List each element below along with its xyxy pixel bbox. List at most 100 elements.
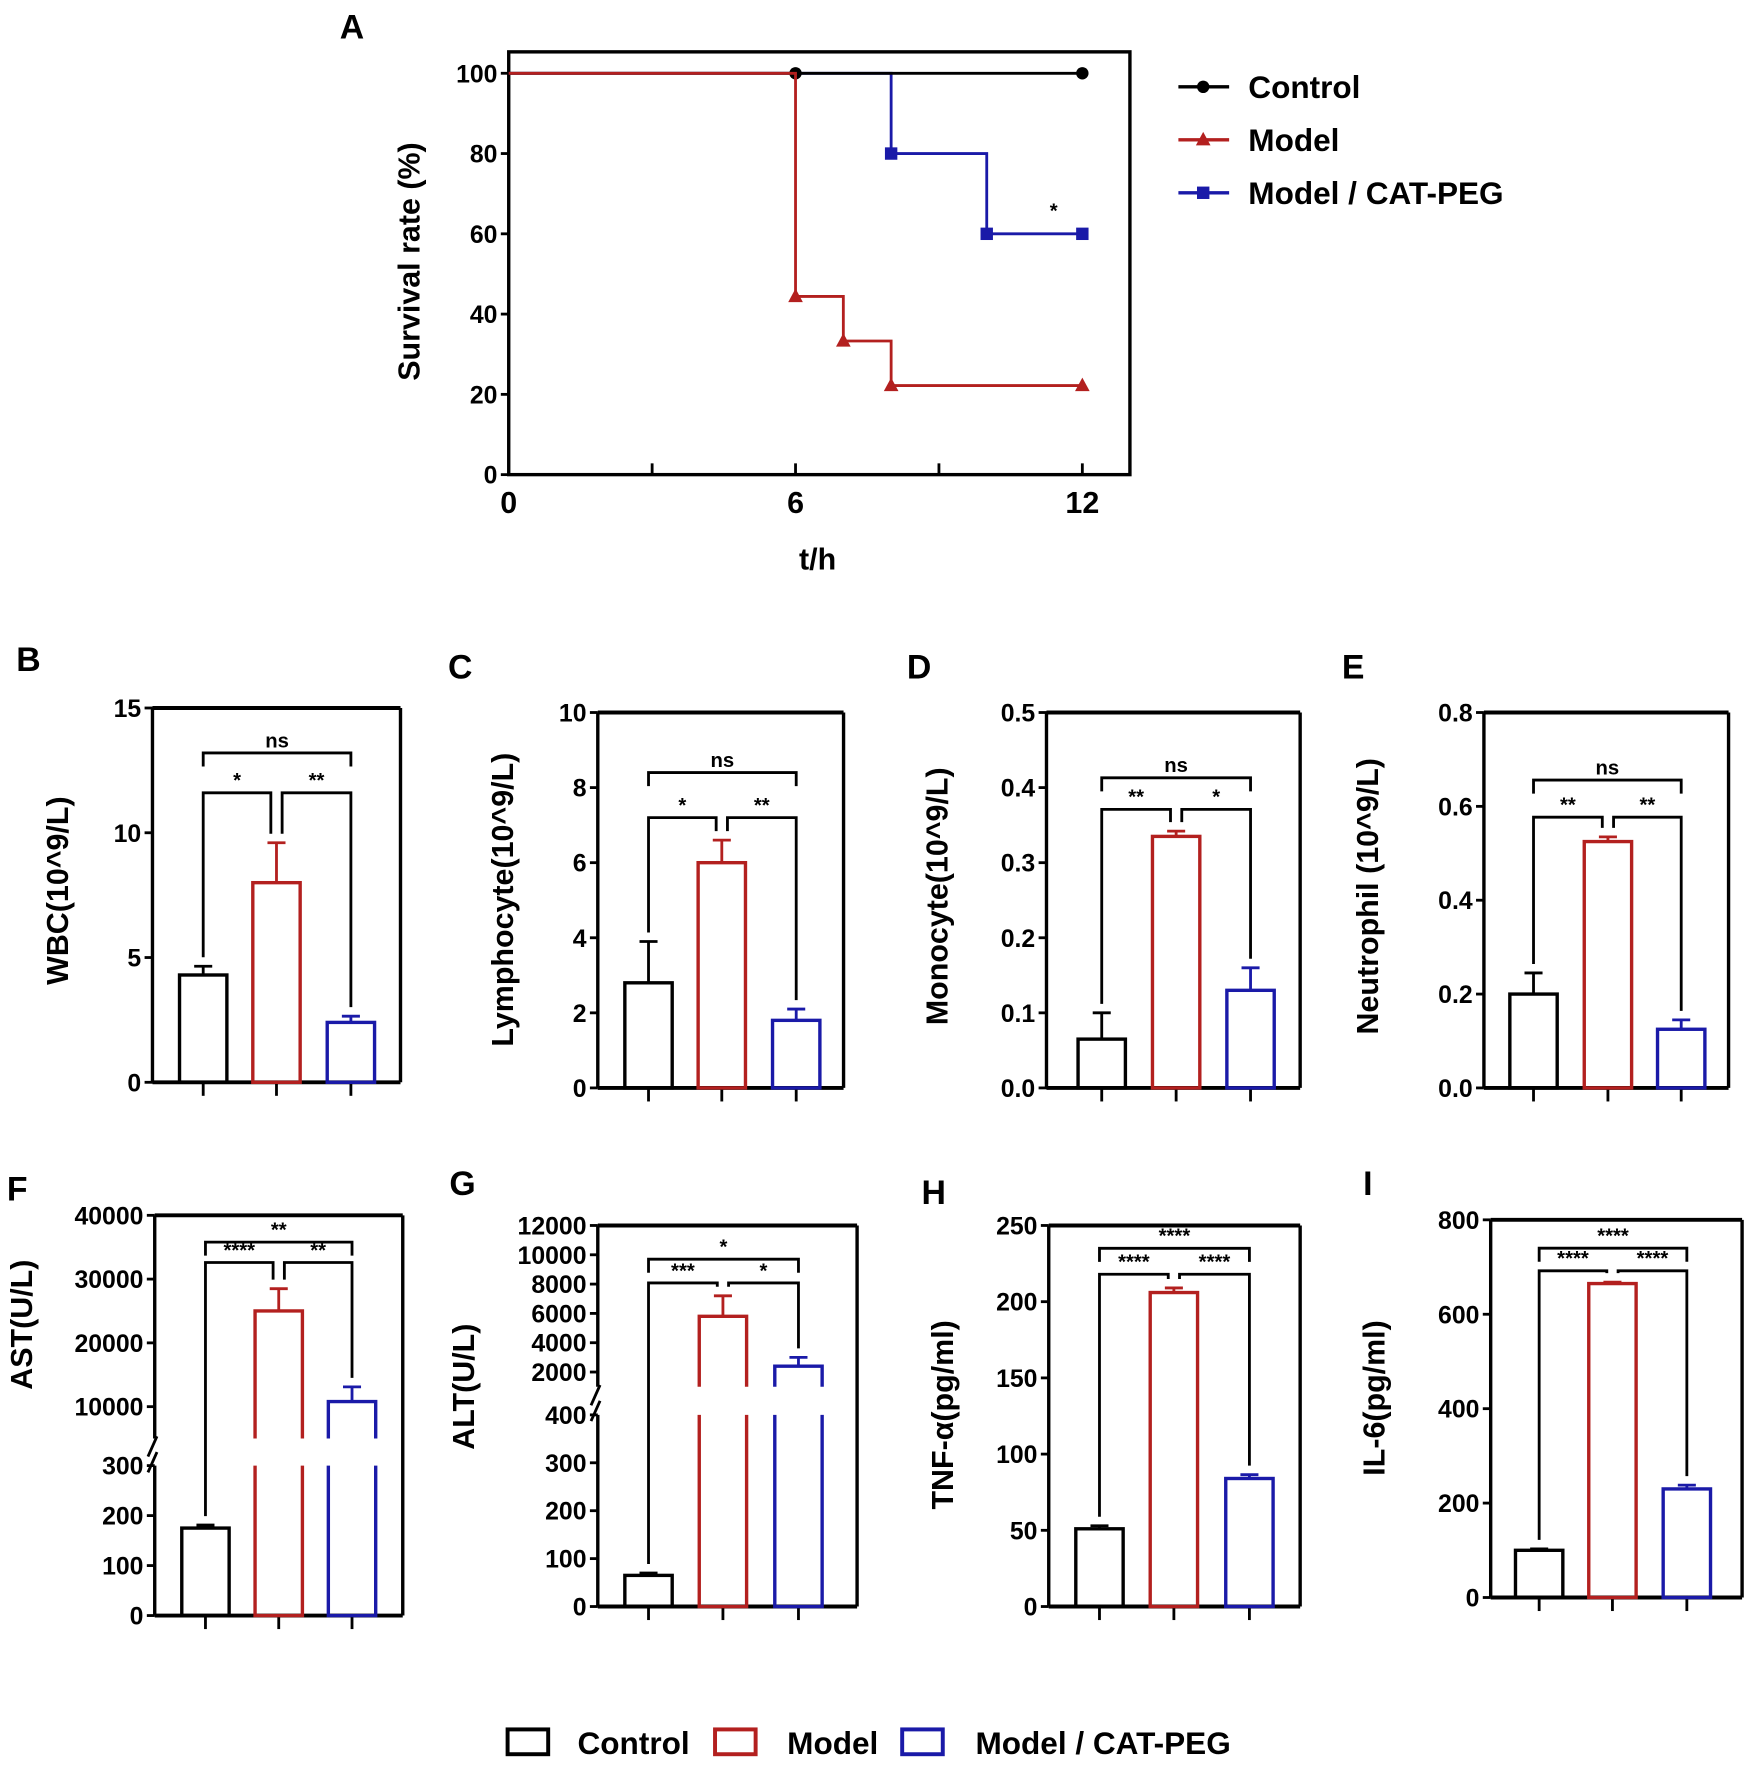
significance-bracket: [204, 1240, 354, 1256]
y-tick-label: 40000: [74, 1203, 143, 1230]
bar: [180, 1526, 231, 1618]
y-tick-label: 150: [996, 1366, 1037, 1393]
y-tick-label: 0: [573, 1076, 587, 1103]
y-tick-label: 15: [114, 696, 142, 723]
error-bar: [1524, 971, 1543, 995]
significance-label: ****: [1199, 1252, 1231, 1274]
data-point: [1076, 67, 1089, 80]
legend-entry: Model: [713, 1725, 878, 1761]
bar: [177, 973, 229, 1084]
significance-label: **: [1639, 795, 1655, 817]
bar: [1655, 1027, 1707, 1090]
error-bar: [196, 1523, 215, 1529]
bar: [1150, 834, 1202, 1090]
y-tick-label: 0.0: [1001, 1076, 1035, 1103]
y-tick-label: 0.0: [1438, 1076, 1472, 1103]
y-tick-label: 100: [102, 1554, 143, 1581]
significance-bracket: [726, 816, 798, 1001]
y-tick-label: 0: [1466, 1586, 1480, 1613]
legend-label: Model / CAT-PEG: [975, 1725, 1230, 1761]
y-axis-title: IL-6(pg/ml): [1358, 1320, 1392, 1475]
panel-letter: D: [907, 649, 931, 687]
data-point: [980, 227, 993, 241]
bar: [1074, 1527, 1125, 1609]
y-tick-label: 100: [456, 61, 497, 88]
y-tick-label: 30000: [74, 1267, 143, 1294]
legend-marker: [1196, 80, 1210, 94]
bar: [325, 1020, 377, 1084]
error-bar: [1167, 829, 1186, 837]
x-tick-label: 6: [787, 486, 804, 520]
legend-label: Model / CAT-PEG: [1248, 175, 1503, 211]
y-tick-label: 6: [573, 851, 587, 878]
panel-letter-A: A: [340, 8, 364, 46]
significance-bracket: [647, 816, 718, 933]
y-tick-label: 12000: [518, 1213, 587, 1240]
y-tick-label: 10: [559, 701, 587, 728]
bar-upper: [697, 1314, 749, 1387]
significance-bracket: [201, 751, 353, 767]
significance-label: ns: [1164, 755, 1188, 777]
y-tick-label: 0: [127, 1070, 141, 1097]
significance-bracket: [647, 1257, 800, 1273]
y-tick-label: 600: [1438, 1302, 1479, 1329]
significance-label: ns: [1596, 757, 1620, 779]
panel-letter: G: [449, 1165, 475, 1203]
legend-swatch: [505, 1727, 551, 1757]
panel-letter: C: [448, 649, 472, 687]
significance-bracket: [1180, 807, 1252, 959]
error-bar: [639, 940, 658, 983]
legend-marker: [1196, 186, 1210, 199]
y-tick-label: 100: [996, 1442, 1037, 1469]
bar-lower: [773, 1414, 824, 1609]
significance-label: ****: [1159, 1226, 1191, 1248]
bar-upper: [326, 1399, 378, 1439]
significance-bracket: [204, 1261, 275, 1517]
y-tick-label: 2: [573, 1001, 587, 1028]
legend-label: Model: [1248, 122, 1339, 158]
significance-label: **: [754, 795, 770, 817]
legend-label: Control: [1248, 69, 1360, 105]
error-bar: [1598, 835, 1617, 842]
y-tick-label: 8000: [531, 1272, 586, 1299]
y-tick-label: 0.5: [1001, 701, 1036, 728]
data-point: [1076, 227, 1089, 241]
y-tick-label: 40: [470, 302, 498, 329]
significance-label: ****: [1637, 1248, 1669, 1270]
y-axis-title: TNF-α(pg/ml): [926, 1320, 960, 1509]
data-point: [788, 288, 803, 303]
significance-label: *: [678, 795, 686, 817]
significance-label: *: [233, 770, 241, 792]
significance-label: ns: [711, 750, 735, 772]
y-tick-label: 0.4: [1438, 888, 1473, 915]
significance-bracket: [1178, 1272, 1251, 1466]
significance-bracket: [1537, 1246, 1689, 1262]
bar: [1513, 1548, 1565, 1600]
bar: [251, 880, 302, 1084]
error-bar: [713, 1294, 732, 1317]
significance-bracket: [1100, 776, 1252, 792]
y-tick-label: 10000: [74, 1395, 143, 1422]
y-tick-label: 250: [996, 1213, 1037, 1240]
legend-marker: [1195, 131, 1211, 146]
significance-label: ****: [223, 1240, 255, 1262]
y-tick-label: 20000: [74, 1331, 143, 1358]
error-bar: [789, 1355, 808, 1367]
panel-letter: I: [1363, 1165, 1372, 1203]
legend-entry: Model / CAT-PEG: [1178, 175, 1504, 211]
error-bar: [194, 964, 213, 975]
legend-entry: Model / CAT-PEG: [900, 1725, 1231, 1761]
significance-label: *: [720, 1237, 728, 1259]
error-bar: [1672, 1018, 1691, 1030]
y-axis-title: WBC(10^9/L): [41, 796, 75, 984]
panel-F: F 0 100 200 300 10000 20000 30000 40000 AST(U/L) *…: [5, 1171, 405, 1631]
y-axis-title: Lymphocyte(10^9/L): [486, 753, 520, 1047]
y-tick-label: 200: [545, 1499, 586, 1526]
legend-entry: Control: [1178, 69, 1360, 105]
y-tick-label: 0.3: [1001, 851, 1035, 878]
bar: [623, 1573, 674, 1609]
panel-letter: H: [922, 1174, 946, 1212]
error-bar: [1241, 966, 1260, 991]
